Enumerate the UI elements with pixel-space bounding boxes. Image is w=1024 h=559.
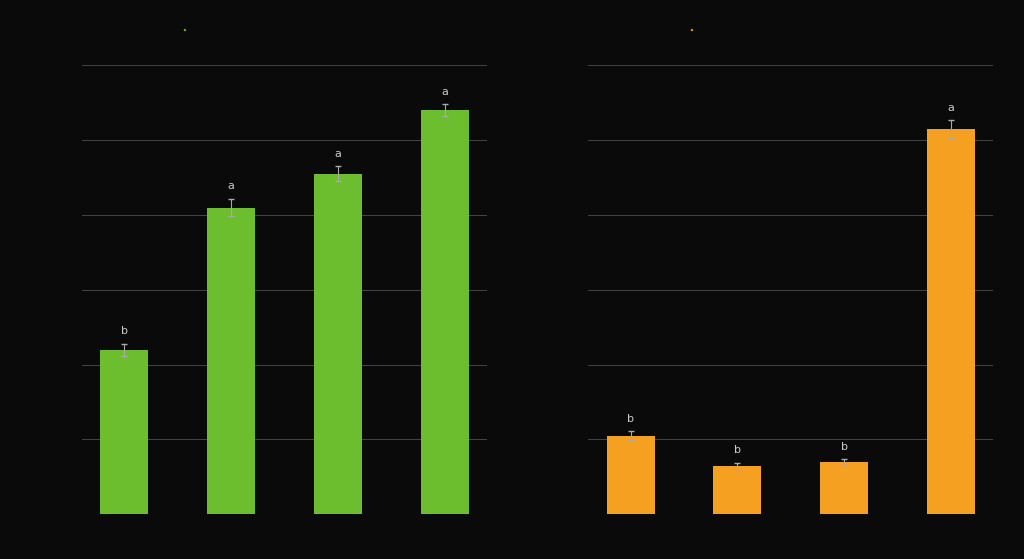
- Bar: [313, 174, 361, 514]
- Bar: [714, 466, 762, 514]
- Text: b: b: [734, 446, 741, 456]
- Bar: [820, 462, 868, 514]
- Bar: [606, 435, 654, 514]
- Text: a: a: [441, 87, 447, 97]
- Text: b: b: [121, 326, 128, 337]
- Text: a: a: [947, 103, 954, 113]
- Text: b: b: [841, 442, 848, 452]
- Bar: [207, 207, 255, 514]
- Bar: [100, 350, 148, 514]
- Text: a: a: [335, 149, 341, 159]
- Text: b: b: [627, 414, 634, 424]
- Legend: Root: Root: [690, 29, 695, 31]
- Text: a: a: [227, 181, 234, 191]
- Bar: [421, 110, 469, 514]
- Bar: [927, 129, 975, 514]
- Legend: Shoot: Shoot: [184, 29, 189, 31]
